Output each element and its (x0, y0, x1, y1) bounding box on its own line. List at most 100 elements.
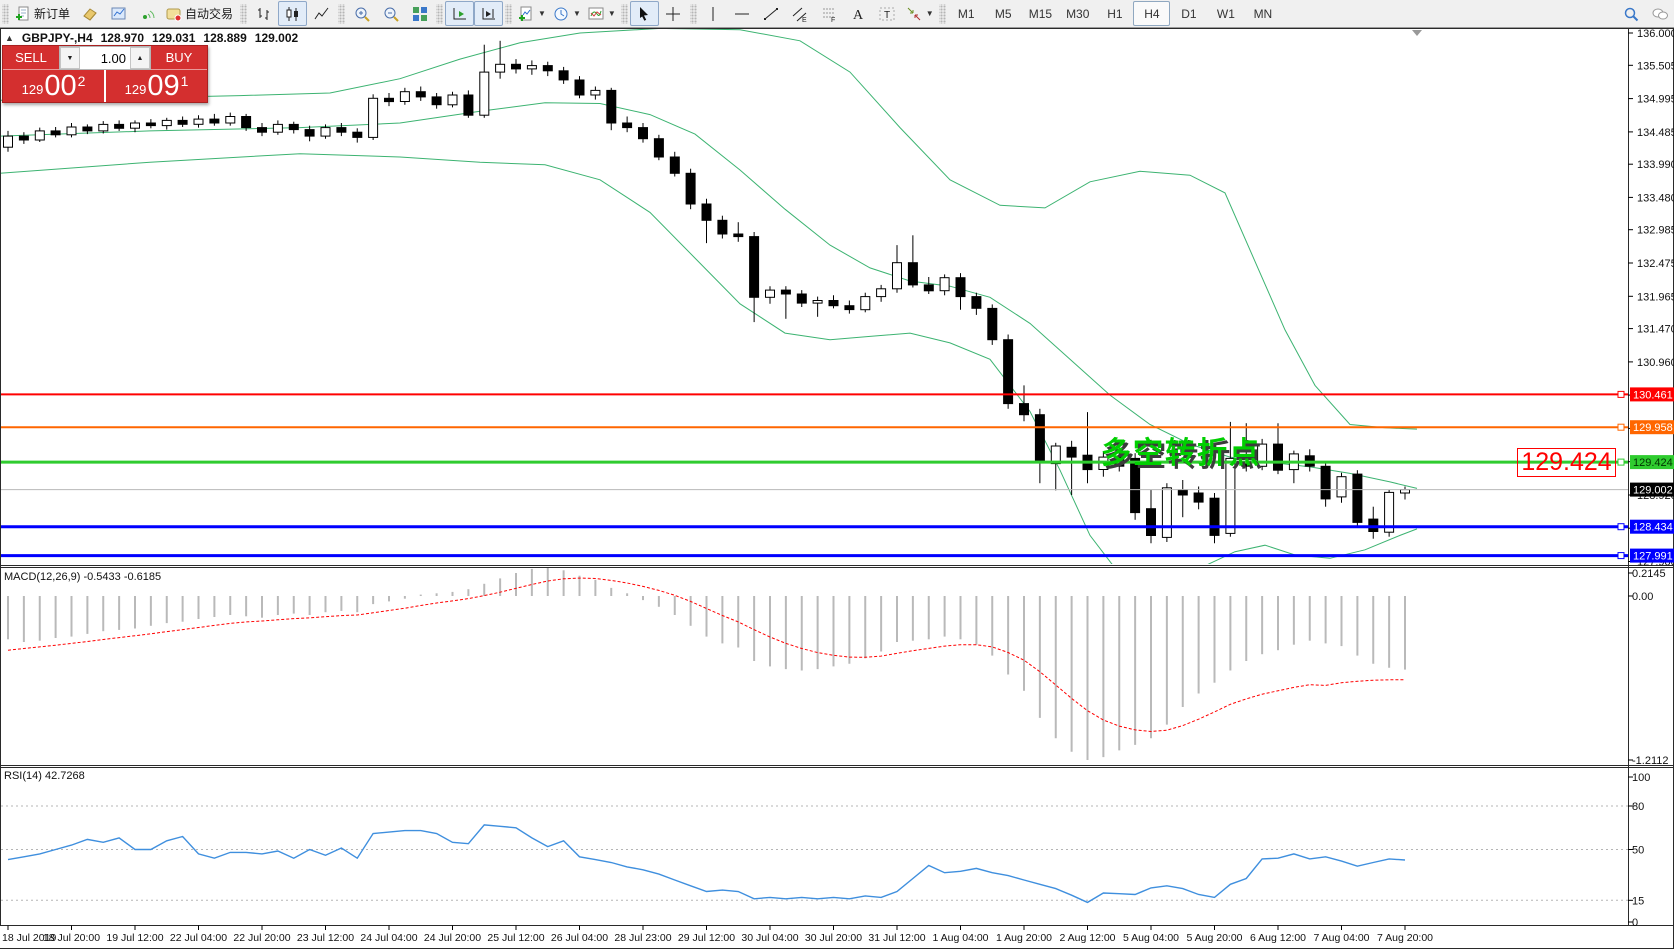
chart-canvas[interactable]: 136.000 135.505 134.995 134.485 133.990 133.4… (0, 28, 1674, 949)
toolbar-arrows[interactable]: ▼ (902, 1, 937, 26)
toolbar-tile-windows[interactable] (405, 1, 434, 26)
sell-price-prefix: 129 (21, 82, 44, 97)
toolbar-vertical-line[interactable] (699, 1, 728, 26)
toolbar-tf-m30[interactable]: M30 (1066, 6, 1090, 21)
candle (955, 273, 966, 310)
svg-text:24 Jul 20:00: 24 Jul 20:00 (424, 932, 481, 944)
toolbar-candlestick-chart[interactable] (278, 1, 308, 26)
collapse-panel-icon[interactable]: ▲ (5, 33, 14, 43)
hline-marker[interactable] (1617, 458, 1625, 466)
buy-price[interactable]: 129 09 1 (104, 70, 207, 102)
open-value: 128.970 (100, 31, 145, 45)
svg-text:T: T (884, 10, 890, 21)
svg-text:133.990: 133.990 (1637, 159, 1674, 171)
toolbar-group-handle[interactable] (240, 3, 248, 24)
toolbar-group-handle[interactable] (338, 3, 346, 24)
toolbar-equidistant-channel[interactable]: E (786, 1, 815, 26)
bid-price-label: 129.002 (1633, 485, 1673, 497)
toolbar-periodicity[interactable]: ▼ (549, 1, 584, 26)
toolbar-trendline[interactable] (757, 1, 786, 26)
toolbar-bar-chart[interactable] (249, 1, 278, 26)
candle (415, 86, 426, 101)
search-icon (1624, 7, 1638, 21)
toolbar-tf-m5[interactable]: M5 (994, 6, 1012, 21)
candle (288, 121, 299, 134)
horizontal-line-icon (735, 13, 750, 14)
toolbar-tf-w1[interactable]: W1 (1216, 6, 1235, 21)
new-chart-icon (519, 6, 532, 21)
buy-button[interactable]: BUY (151, 46, 207, 70)
candle (1384, 489, 1395, 537)
candle (892, 245, 902, 293)
hline-marker[interactable] (1617, 390, 1625, 398)
hline-130.461[interactable] (0, 390, 1628, 398)
toolbar-community[interactable] (1645, 1, 1674, 26)
community-icon (1652, 8, 1668, 19)
volume-decrease-button[interactable]: ▼ (60, 47, 80, 69)
toolbar-cursor[interactable] (629, 1, 659, 26)
toolbar-crosshair[interactable] (659, 1, 688, 26)
toolbar-tf-mn[interactable]: MN (1253, 6, 1273, 21)
volume-input[interactable] (80, 47, 130, 69)
toolbar-text-label[interactable]: T (873, 1, 902, 26)
toolbar-group-handle[interactable] (436, 3, 444, 24)
toolbar-zoom-out[interactable] (376, 1, 405, 26)
toolbar-indicators[interactable]: ▼ (584, 1, 619, 26)
toolbar-horizontal-line[interactable] (728, 1, 757, 26)
toolbar-tf-m15[interactable]: M15 (1028, 6, 1053, 21)
toolbar-fibonacci[interactable]: F (815, 1, 844, 26)
price-callout-box: 129.424 (1517, 448, 1616, 477)
toolbar-auto-scroll[interactable] (445, 1, 475, 26)
toolbar-auto-trading[interactable]: 自动交易 (162, 1, 238, 26)
candle (907, 235, 918, 288)
toolbar-zoom-in[interactable] (347, 1, 376, 26)
toolbar-group-handle[interactable] (2, 3, 9, 24)
toolbar-line-chart[interactable] (307, 1, 336, 26)
volume-increase-button[interactable]: ▲ (130, 47, 150, 69)
candle (939, 274, 950, 296)
toolbar-new-chart[interactable]: ▼ (514, 1, 549, 26)
toolbar-group-handle[interactable] (689, 3, 697, 24)
candle (828, 295, 839, 309)
buy-price-main: 09 (147, 70, 180, 102)
toolbar-search[interactable] (1616, 1, 1645, 26)
hline-129.958[interactable] (0, 423, 1628, 431)
toolbar-text[interactable]: A (844, 1, 873, 26)
tile-windows-icon (412, 6, 427, 21)
toolbar-tf-d1[interactable]: D1 (1181, 6, 1197, 21)
candle (368, 94, 379, 140)
hline-marker[interactable] (1617, 523, 1625, 531)
sell-price[interactable]: 129 00 2 (3, 70, 104, 102)
toolbar-tf-h4[interactable]: H4 (1133, 1, 1171, 26)
sell-button[interactable]: SELL (3, 46, 59, 70)
svg-text:5 Aug 04:00: 5 Aug 04:00 (1123, 932, 1179, 944)
hline-128.434[interactable] (0, 523, 1628, 531)
candle (590, 86, 601, 100)
toolbar-tf-h1[interactable]: H1 (1107, 6, 1123, 21)
toolbar-chart-shift[interactable] (474, 1, 504, 26)
toolbar-group-handle[interactable] (620, 3, 628, 24)
candle (320, 124, 331, 139)
toolbar-new-order[interactable]: 新订单 (11, 1, 75, 26)
hline-marker[interactable] (1617, 423, 1625, 431)
toolbar-group-handle[interactable] (505, 3, 513, 24)
candle (257, 123, 267, 137)
hline-price-label: 129.958 (1633, 422, 1673, 434)
toolbar-tf-m1[interactable]: M1 (957, 6, 975, 21)
buy-price-prefix: 129 (124, 82, 147, 97)
hline-marker[interactable] (1617, 552, 1625, 560)
candle (876, 284, 887, 302)
auto-trading-icon (166, 8, 182, 21)
candle (765, 286, 775, 304)
toolbar-charts-profile[interactable] (104, 1, 133, 26)
toolbar-signal[interactable] (133, 1, 162, 26)
hline-129.424[interactable] (0, 458, 1628, 466)
text-label-icon: T (879, 7, 895, 21)
svg-text:1 Aug 20:00: 1 Aug 20:00 (996, 932, 1052, 944)
hline-127.991[interactable] (0, 552, 1628, 560)
toolbar-group-handle[interactable] (938, 3, 946, 24)
chart-shift-marker[interactable] (1412, 30, 1422, 36)
toolbar-eraser[interactable] (75, 1, 104, 26)
